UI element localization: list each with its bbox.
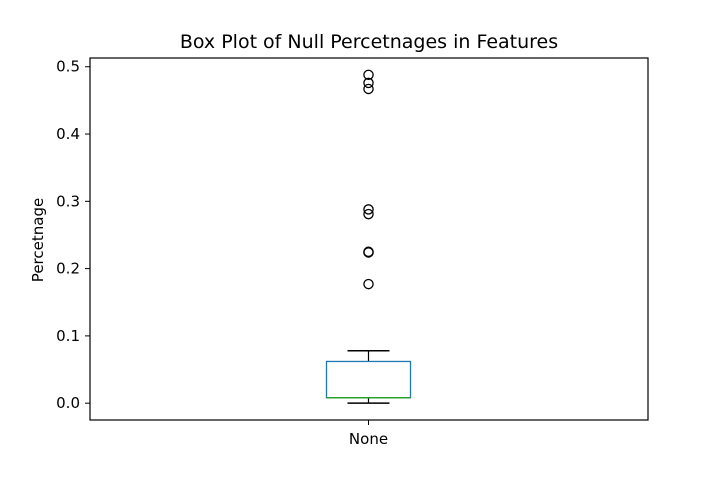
outlier-point: [363, 246, 374, 258]
x-tick-label: None: [349, 430, 388, 448]
y-tick-label: 0.3: [56, 192, 80, 210]
y-ticks: 0.0 0.1 0.2 0.3 0.4 0.5: [56, 58, 90, 412]
plot-frame: [89, 57, 649, 421]
box-marks: [325, 69, 412, 404]
y-tick-label: 0.2: [56, 260, 80, 278]
y-tick-label: 0.4: [56, 125, 80, 143]
chart-title: Box Plot of Null Percetnages in Features: [180, 31, 558, 53]
y-axis-label: Percetnage: [29, 198, 47, 282]
outlier-point: [363, 204, 374, 215]
x-ticks: None: [349, 420, 388, 448]
y-tick-label: 0.0: [56, 394, 80, 412]
outlier-point: [363, 69, 374, 81]
outlier-point: [363, 278, 374, 290]
y-tick-label: 0.1: [56, 327, 80, 345]
y-tick-label: 0.5: [56, 58, 80, 76]
outlier-point: [363, 77, 374, 89]
outlier-point: [363, 83, 374, 95]
outlier-point: [363, 208, 374, 220]
iqr-box: [325, 360, 412, 399]
